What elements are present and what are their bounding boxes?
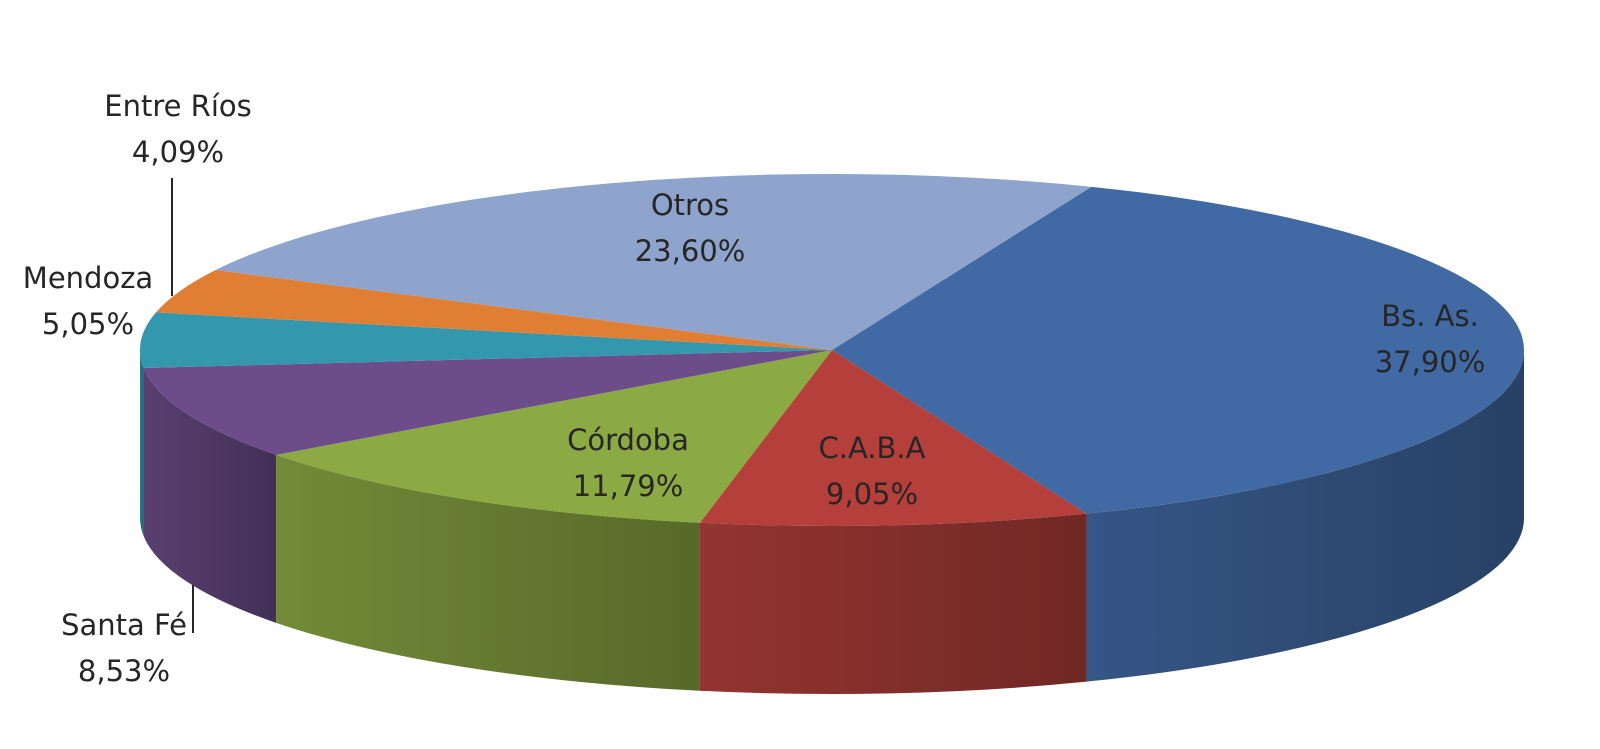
slice-label-bs-as: Bs. As.	[1381, 299, 1479, 333]
slice-value-entre-rios: 4,09%	[132, 135, 224, 169]
slice-top-mendoza	[140, 312, 832, 368]
slice-top-entre-rios	[155, 269, 832, 350]
slice-side-mendoza	[140, 350, 144, 536]
slice-top-santa-fe	[143, 350, 832, 455]
slice-top-c-a-b-a	[699, 350, 1087, 527]
slice-top-bs-as	[832, 186, 1524, 514]
slice-top-otros	[215, 174, 1092, 350]
slice-label-cordoba: Córdoba	[567, 423, 689, 457]
slice-value-otros: 23,60%	[635, 234, 746, 268]
slice-side-cordoba	[276, 454, 700, 691]
slice-label-mendoza: Mendoza	[23, 261, 153, 295]
slice-label-santa-fe: Santa Fé	[61, 608, 187, 642]
slice-value-cordoba: 11,79%	[573, 469, 684, 503]
slice-top-cordoba	[276, 350, 832, 523]
slice-value-mendoza: 5,05%	[42, 307, 134, 341]
slice-value-c-a-b-a: 9,05%	[826, 477, 918, 511]
slice-label-otros: Otros	[651, 188, 729, 222]
slice-side-c-a-b-a	[699, 513, 1087, 695]
slice-side-bs-as	[1086, 350, 1524, 682]
slice-label-c-a-b-a: C.A.B.A	[819, 431, 926, 465]
slice-value-bs-as: 37,90%	[1375, 345, 1486, 379]
slice-label-entre-rios: Entre Ríos	[104, 89, 251, 123]
slice-side-santa-fe	[143, 367, 277, 623]
slice-value-santa-fe: 8,53%	[78, 654, 170, 688]
